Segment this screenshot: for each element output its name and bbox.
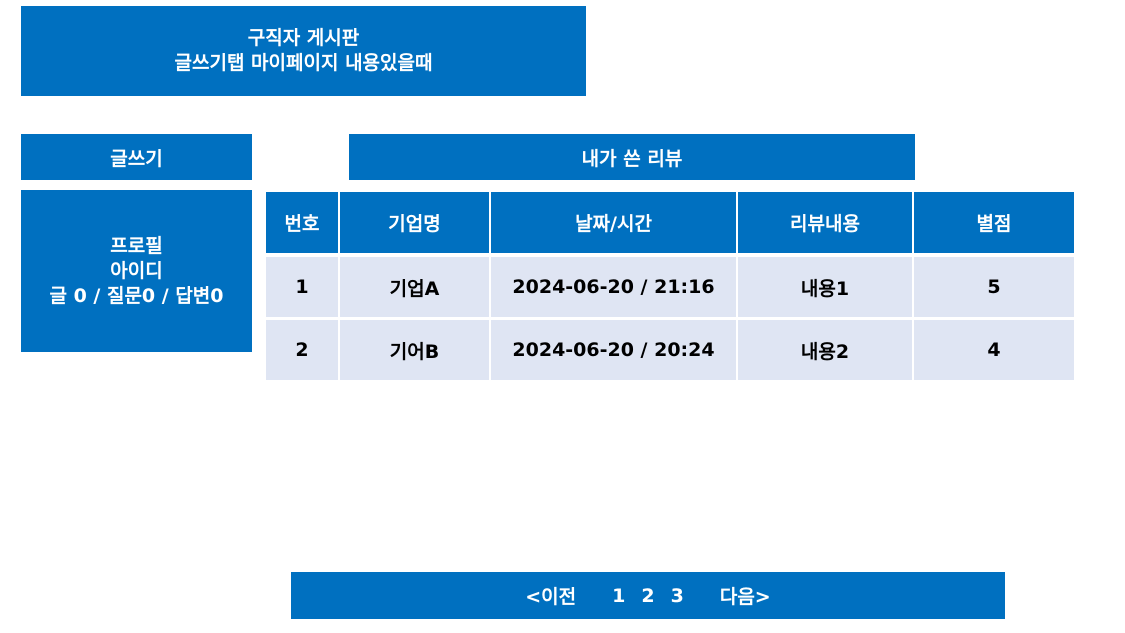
table-header-row: 번호 기업명 날짜/시간 리뷰내용 별점 [266,192,1074,257]
profile-label: 프로필 [110,234,163,257]
cell-number: 1 [266,257,338,320]
section-title: 내가 쓴 리뷰 [349,134,915,180]
page-title-box: 구직자 게시판 글쓰기탭 마이페이지 내용있을때 [21,6,586,96]
table-row[interactable]: 2 기어B 2024-06-20 / 20:24 내용2 4 [266,320,1074,383]
column-header-rating: 별점 [914,192,1074,257]
profile-user-id: 아이디 [110,259,163,282]
page-title: 구직자 게시판 [247,27,360,49]
column-header-review-content: 리뷰내용 [738,192,912,257]
table-row[interactable]: 1 기업A 2024-06-20 / 21:16 내용1 5 [266,257,1074,320]
cell-review-content[interactable]: 내용2 [738,320,912,383]
pagination: <이전 1 2 3 다음> [291,572,1005,619]
cell-datetime: 2024-06-20 / 21:16 [491,257,736,320]
column-header-company: 기업명 [340,192,489,257]
profile-panel: 프로필 아이디 글 0 / 질문0 / 답변0 [21,190,252,352]
cell-number: 2 [266,320,338,383]
pagination-page-2[interactable]: 2 [641,584,655,607]
page-subtitle: 글쓰기탭 마이페이지 내용있을때 [174,52,433,74]
pagination-page-3[interactable]: 3 [670,584,684,607]
review-table: 번호 기업명 날짜/시간 리뷰내용 별점 1 기업A 2024-06-20 / … [264,192,1076,383]
column-header-number: 번호 [266,192,338,257]
write-button[interactable]: 글쓰기 [21,134,252,180]
cell-company: 기업A [340,257,489,320]
cell-review-content[interactable]: 내용1 [738,257,912,320]
cell-company: 기어B [340,320,489,383]
column-header-datetime: 날짜/시간 [491,192,736,257]
cell-rating: 4 [914,320,1074,383]
pagination-next-button[interactable]: 다음> [719,586,771,608]
pagination-page-1[interactable]: 1 [612,584,626,607]
pagination-prev-button[interactable]: <이전 [525,586,577,608]
profile-stats: 글 0 / 질문0 / 답변0 [49,284,224,307]
cell-datetime: 2024-06-20 / 20:24 [491,320,736,383]
cell-rating: 5 [914,257,1074,320]
